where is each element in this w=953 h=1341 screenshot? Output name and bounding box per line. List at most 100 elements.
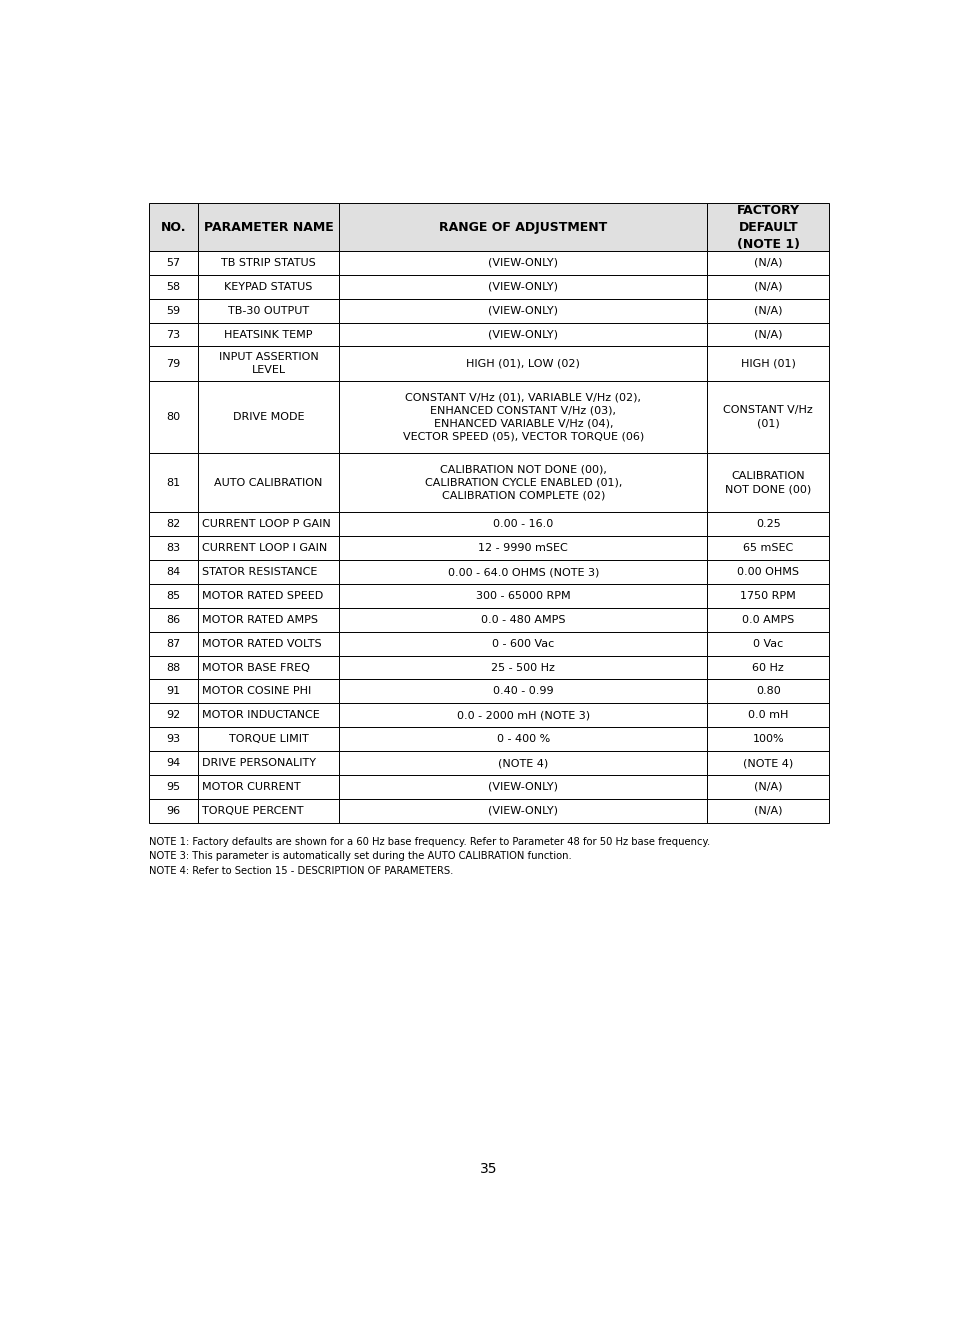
Bar (339, 632, 706, 656)
Text: 0.25: 0.25 (755, 519, 780, 530)
Bar (149, 583, 197, 607)
Bar (706, 561, 828, 583)
Bar (149, 799, 197, 822)
Bar (339, 583, 706, 607)
Text: 92: 92 (166, 711, 180, 720)
Bar (197, 799, 339, 822)
Text: CONSTANT V/Hz (01), VARIABLE V/Hz (02),
ENHANCED CONSTANT V/Hz (03),
ENHANCED VA: CONSTANT V/Hz (01), VARIABLE V/Hz (02), … (402, 392, 643, 441)
Text: (NOTE 4): (NOTE 4) (742, 758, 793, 768)
Text: 93: 93 (166, 734, 180, 744)
Bar (197, 512, 339, 536)
Bar (706, 536, 828, 561)
Bar (149, 251, 197, 275)
Bar (339, 727, 706, 751)
Text: (N/A): (N/A) (753, 306, 781, 315)
Text: 100%: 100% (752, 734, 783, 744)
Text: (VIEW-ONLY): (VIEW-ONLY) (488, 306, 558, 315)
Text: CALIBRATION NOT DONE (00),
CALIBRATION CYCLE ENABLED (01),
CALIBRATION COMPLETE : CALIBRATION NOT DONE (00), CALIBRATION C… (424, 464, 621, 500)
Text: 65 mSEC: 65 mSEC (742, 543, 793, 554)
Text: MOTOR COSINE PHI: MOTOR COSINE PHI (202, 687, 312, 696)
Bar (197, 453, 339, 512)
Text: 35: 35 (479, 1161, 497, 1176)
Text: 0.80: 0.80 (755, 687, 780, 696)
Text: 73: 73 (166, 330, 180, 339)
Bar (197, 775, 339, 799)
Bar (339, 275, 706, 299)
Bar (197, 656, 339, 680)
Bar (706, 512, 828, 536)
Text: HIGH (01): HIGH (01) (740, 359, 795, 369)
Bar (197, 607, 339, 632)
Text: 12 - 9990 mSEC: 12 - 9990 mSEC (477, 543, 568, 554)
Text: 59: 59 (166, 306, 180, 315)
Bar (706, 323, 828, 346)
Bar (149, 323, 197, 346)
Bar (706, 453, 828, 512)
Bar (197, 381, 339, 453)
Bar (149, 512, 197, 536)
Text: (N/A): (N/A) (753, 782, 781, 793)
Bar (706, 607, 828, 632)
Bar (339, 536, 706, 561)
Text: 0.0 - 2000 mH (NOTE 3): 0.0 - 2000 mH (NOTE 3) (456, 711, 589, 720)
Text: CALIBRATION
NOT DONE (00): CALIBRATION NOT DONE (00) (724, 471, 810, 493)
Bar (706, 703, 828, 727)
Bar (706, 727, 828, 751)
Text: MOTOR RATED SPEED: MOTOR RATED SPEED (202, 591, 323, 601)
Bar (149, 727, 197, 751)
Text: DRIVE MODE: DRIVE MODE (233, 412, 304, 422)
Bar (149, 632, 197, 656)
Text: MOTOR RATED AMPS: MOTOR RATED AMPS (202, 614, 318, 625)
Text: MOTOR BASE FREQ: MOTOR BASE FREQ (202, 662, 310, 673)
Text: 0.0 mH: 0.0 mH (747, 711, 787, 720)
Text: 300 - 65000 RPM: 300 - 65000 RPM (476, 591, 570, 601)
Text: TB-30 OUTPUT: TB-30 OUTPUT (228, 306, 309, 315)
Bar (706, 583, 828, 607)
Bar (339, 381, 706, 453)
Bar (149, 275, 197, 299)
Bar (339, 775, 706, 799)
Bar (149, 536, 197, 561)
Text: 87: 87 (166, 638, 180, 649)
Text: HIGH (01), LOW (02): HIGH (01), LOW (02) (466, 359, 579, 369)
Text: 0.00 - 16.0: 0.00 - 16.0 (493, 519, 553, 530)
Bar (706, 632, 828, 656)
Text: MOTOR INDUCTANCE: MOTOR INDUCTANCE (202, 711, 320, 720)
Text: TB STRIP STATUS: TB STRIP STATUS (221, 257, 315, 268)
Bar (149, 204, 197, 251)
Bar (197, 727, 339, 751)
Bar (706, 775, 828, 799)
Bar (197, 703, 339, 727)
Bar (706, 751, 828, 775)
Text: 0.00 OHMS: 0.00 OHMS (737, 567, 799, 577)
Text: 58: 58 (166, 282, 180, 292)
Text: (VIEW-ONLY): (VIEW-ONLY) (488, 806, 558, 815)
Text: 0.40 - 0.99: 0.40 - 0.99 (493, 687, 553, 696)
Text: 0.0 AMPS: 0.0 AMPS (741, 614, 794, 625)
Bar (339, 251, 706, 275)
Bar (339, 751, 706, 775)
Bar (339, 656, 706, 680)
Text: HEATSINK TEMP: HEATSINK TEMP (224, 330, 313, 339)
Text: INPUT ASSERTION
LEVEL: INPUT ASSERTION LEVEL (218, 353, 318, 375)
Bar (149, 656, 197, 680)
Text: 25 - 500 Hz: 25 - 500 Hz (491, 662, 555, 673)
Bar (197, 275, 339, 299)
Bar (706, 204, 828, 251)
Bar (339, 204, 706, 251)
Bar (339, 680, 706, 703)
Text: MOTOR RATED VOLTS: MOTOR RATED VOLTS (202, 638, 321, 649)
Bar (339, 561, 706, 583)
Bar (149, 775, 197, 799)
Text: NOTE 4: Refer to Section 15 - DESCRIPTION OF PARAMETERS.: NOTE 4: Refer to Section 15 - DESCRIPTIO… (149, 866, 453, 876)
Text: STATOR RESISTANCE: STATOR RESISTANCE (202, 567, 317, 577)
Text: FACTORY
DEFAULT
(NOTE 1): FACTORY DEFAULT (NOTE 1) (736, 204, 799, 251)
Bar (149, 703, 197, 727)
Bar (706, 275, 828, 299)
Text: TORQUE PERCENT: TORQUE PERCENT (202, 806, 303, 815)
Text: CURRENT LOOP P GAIN: CURRENT LOOP P GAIN (202, 519, 331, 530)
Text: 83: 83 (166, 543, 180, 554)
Text: 82: 82 (166, 519, 180, 530)
Text: NO.: NO. (160, 221, 186, 233)
Text: 0 Vac: 0 Vac (752, 638, 782, 649)
